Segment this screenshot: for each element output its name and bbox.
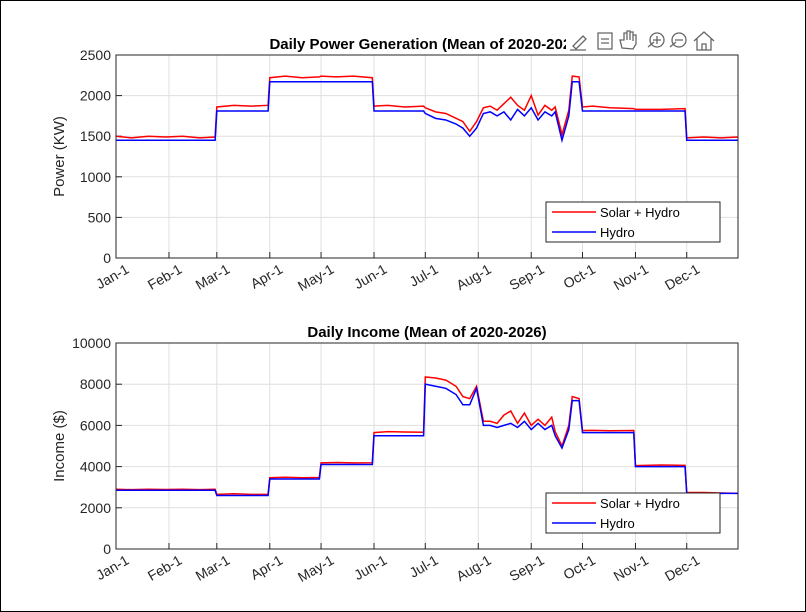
chart-title: Daily Power Generation (Mean of 2020-202… — [269, 36, 584, 53]
data-line — [116, 81, 738, 144]
legend-label: Hydro — [600, 225, 635, 240]
legend-label: Solar + Hydro — [600, 496, 680, 511]
y-axis-label: Income ($) — [51, 410, 68, 482]
axes-toolbar — [566, 28, 740, 54]
axes-box — [115, 342, 739, 550]
y-tick-label: 2500 — [80, 47, 111, 63]
y-tick-label: 0 — [103, 541, 111, 557]
y-tick-label: 1000 — [80, 169, 111, 185]
brush-icon[interactable] — [597, 32, 613, 50]
home-icon[interactable] — [693, 31, 715, 51]
export-icon[interactable] — [570, 35, 587, 51]
y-tick-label: 8000 — [80, 376, 111, 392]
y-tick-label: 2000 — [80, 88, 111, 104]
data-line — [116, 383, 738, 497]
axes-box — [115, 54, 739, 259]
zoom-in-icon[interactable] — [647, 32, 665, 48]
zoom-out-icon[interactable] — [669, 32, 687, 48]
y-tick-label: 10000 — [72, 335, 111, 351]
y-tick-label: 500 — [88, 209, 112, 225]
y-axis-label: Power (KW) — [51, 116, 68, 197]
y-tick-label: 2000 — [80, 500, 111, 516]
y-tick-label: 6000 — [80, 417, 111, 433]
legend-box — [545, 492, 721, 534]
y-tick-label: 0 — [103, 250, 111, 266]
data-line — [115, 376, 739, 496]
pan-icon[interactable] — [619, 30, 637, 50]
y-tick-label: 1500 — [80, 128, 111, 144]
legend-label: Hydro — [600, 516, 635, 531]
y-tick-label: 4000 — [80, 459, 111, 475]
legend-label: Solar + Hydro — [600, 205, 680, 220]
chart-title: Daily Income (Mean of 2020-2026) — [307, 324, 546, 341]
data-line — [115, 75, 739, 139]
legend-box — [545, 201, 721, 243]
